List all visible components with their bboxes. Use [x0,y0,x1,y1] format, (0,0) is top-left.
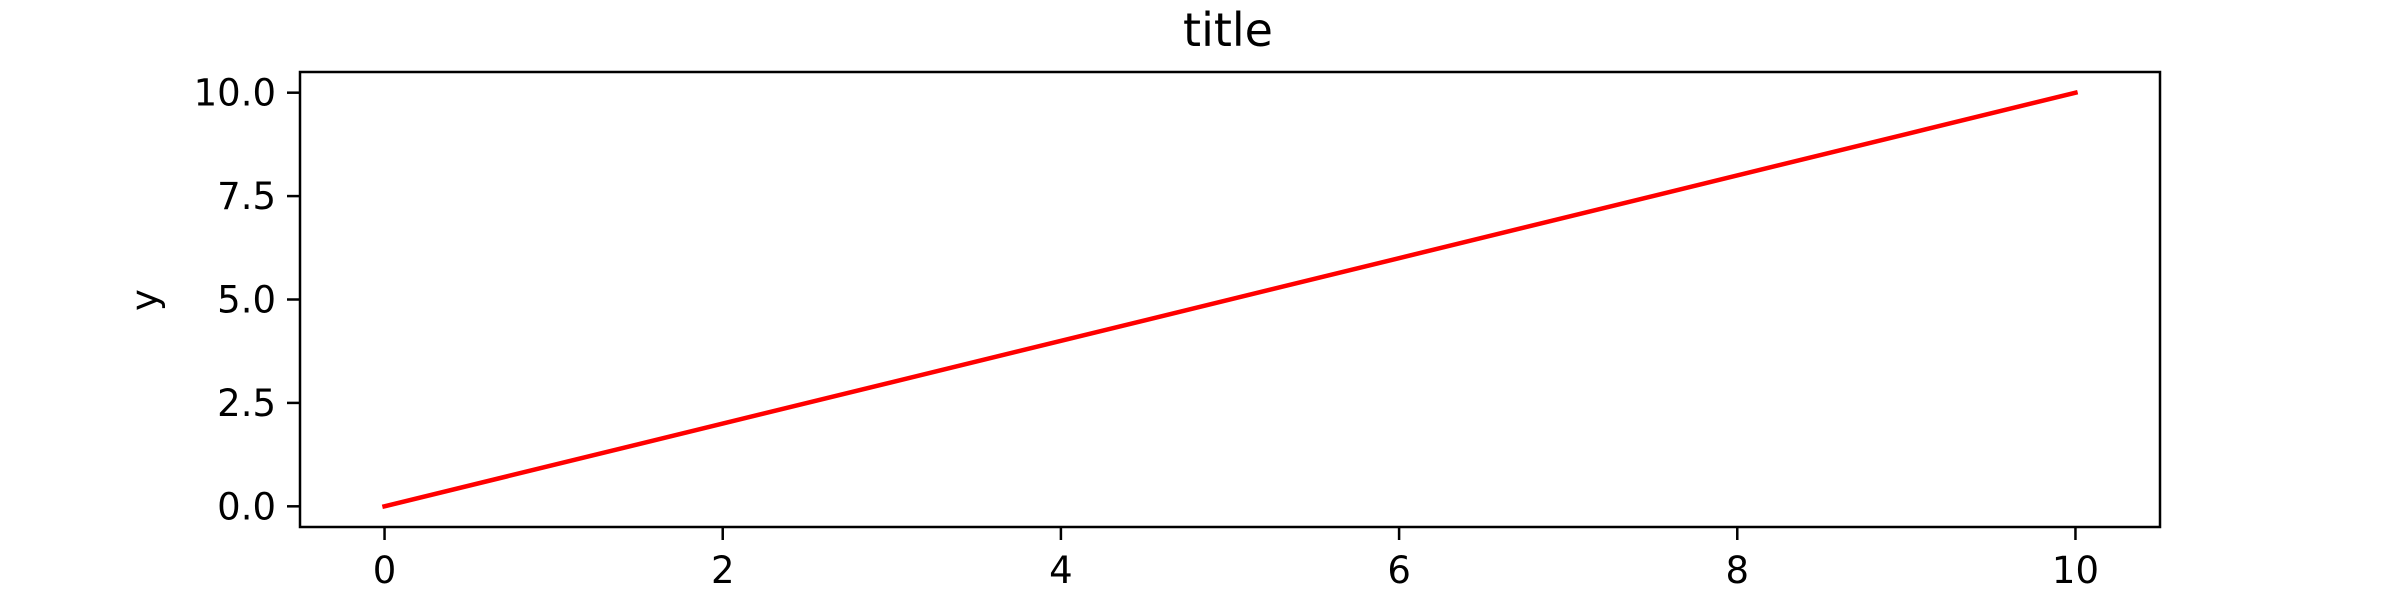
x-tick-label: 0 [373,549,397,592]
y-tick-label: 5.0 [217,279,276,322]
x-tick-label: 4 [1049,549,1073,592]
x-tick-label: 10 [2052,549,2099,592]
series-line-0 [381,89,2079,510]
y-axis-label: y [123,289,166,311]
x-tick-label: 2 [711,549,735,592]
y-tick-label: 2.5 [217,382,276,425]
y-tick-label: 10.0 [194,72,276,115]
series-layer [381,89,2079,510]
y-tick-label: 0.0 [217,485,276,528]
x-axis: 0 2 4 6 8 10 [373,527,2099,592]
x-tick-label: 8 [1725,549,1749,592]
y-axis: 0.0 2.5 5.0 7.5 10.0 [194,72,300,528]
y-tick-label: 7.5 [217,175,276,218]
chart-title: title [1183,3,1273,57]
axes-frame [298,70,2162,529]
x-tick-label: 6 [1387,549,1411,592]
